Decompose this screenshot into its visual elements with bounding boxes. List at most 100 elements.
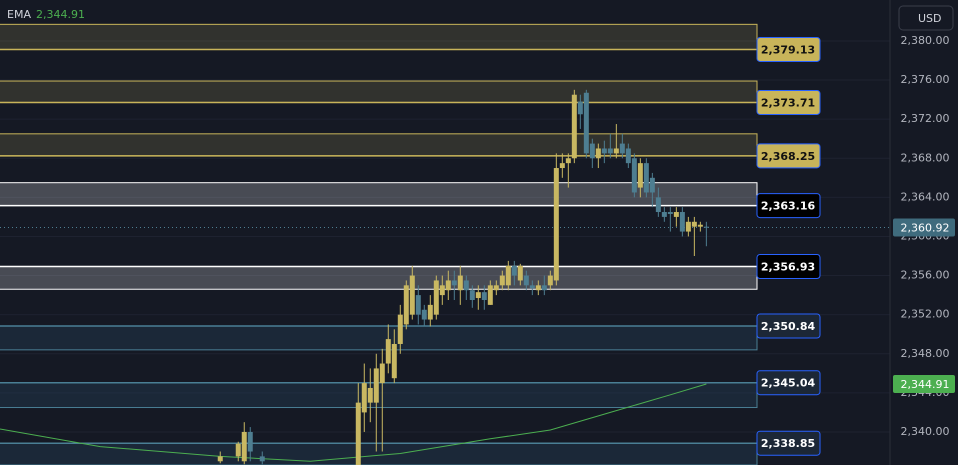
y-tick-label: 2,364.00 [901, 190, 950, 203]
zone-label: 2,350.84 [761, 320, 816, 333]
candle-body [475, 292, 481, 299]
candle-body [607, 148, 613, 154]
candle-body [655, 197, 661, 213]
candle-body [217, 456, 223, 462]
candle-body [373, 368, 379, 403]
legend-name: EMA [7, 8, 31, 21]
y-tick-label: 2,376.00 [901, 73, 950, 86]
candle-body [385, 339, 391, 364]
candle-body [697, 224, 703, 227]
last-price-label: 2,360.92 [901, 221, 950, 234]
zone-label-box [756, 193, 821, 219]
zone [0, 23, 758, 50]
zone-label: 2,363.16 [761, 200, 816, 213]
candle-body [487, 285, 493, 305]
candle-body [367, 387, 373, 403]
zone [0, 442, 758, 465]
candle-body [439, 285, 445, 296]
candle-body [469, 290, 475, 300]
y-tick-label: 2,380.00 [901, 34, 950, 47]
candle-body [625, 148, 631, 164]
candle-body [601, 148, 607, 154]
zone-label: 2,345.04 [761, 377, 816, 390]
candle-body [415, 295, 421, 315]
candle-body [391, 343, 397, 379]
candle-body [493, 285, 499, 291]
y-tick-label: 2,368.00 [901, 151, 950, 164]
candle-body [523, 275, 529, 286]
candle-body [517, 265, 523, 281]
candle-body [247, 431, 253, 452]
zone-label-box [756, 143, 821, 169]
candle-body [703, 226, 709, 228]
ema-badge [893, 374, 955, 393]
candle-body [691, 221, 697, 227]
candle-body [241, 431, 247, 462]
last-price-badge [893, 218, 955, 237]
candle-body [463, 280, 469, 291]
currency-button [898, 5, 954, 31]
zone-label: 2,373.71 [761, 96, 815, 109]
candle-body [505, 265, 511, 286]
candle-body [547, 275, 553, 286]
candle-body [259, 456, 265, 462]
candle-body [637, 163, 643, 188]
candle-body [433, 280, 439, 315]
candle-body [409, 275, 415, 315]
zone [0, 325, 758, 351]
zone [0, 265, 758, 290]
y-tick-label: 2,356.00 [901, 269, 950, 282]
candle-body [679, 212, 685, 232]
candle-body [685, 221, 691, 232]
ema-line [0, 383, 707, 462]
candle-body [361, 383, 367, 413]
candle-body [457, 275, 463, 291]
zone-label: 2,368.25 [761, 150, 815, 163]
zone-label-box [756, 36, 821, 62]
zone-label-box [756, 253, 821, 279]
zone-label-box [756, 370, 821, 396]
candle-body [583, 92, 589, 154]
candle-body [649, 177, 655, 193]
y-tick-label: 2,340.00 [901, 425, 950, 438]
candle-body [529, 285, 535, 289]
candle-body [481, 292, 487, 300]
candle-body [397, 314, 403, 344]
candle-body [589, 143, 595, 159]
zone-label-box [756, 430, 821, 456]
candle-body [403, 285, 409, 325]
candle-body [643, 163, 649, 193]
candle-body [571, 94, 577, 159]
candle-body [613, 148, 619, 154]
zone-label: 2,356.93 [761, 260, 815, 273]
candle-body [673, 212, 679, 217]
legend-value: 2,344.91 [36, 8, 85, 21]
candle-body [355, 402, 361, 465]
candle-body [427, 304, 433, 320]
candle-body [421, 309, 427, 320]
currency-label: USD [918, 12, 942, 25]
zone-label-box [756, 313, 821, 339]
candle-body [445, 280, 451, 291]
zone-label: 2,338.85 [761, 437, 815, 450]
candle-body [667, 212, 673, 214]
zone [0, 182, 758, 207]
y-tick-label: 2,348.00 [901, 347, 950, 360]
candle-body [619, 143, 625, 154]
zone [0, 133, 758, 157]
candle-body [235, 443, 241, 457]
zone-label-box [756, 89, 821, 115]
candle-body [595, 148, 601, 159]
candle-body [631, 158, 637, 193]
candle-body [535, 285, 541, 291]
zone [0, 80, 758, 103]
candle-body [661, 212, 667, 217]
candle-body [451, 280, 457, 286]
candle-body [511, 265, 517, 276]
ema-badge-label: 2,344.91 [901, 378, 950, 391]
zone-label: 2,379.13 [761, 43, 815, 56]
y-tick-label: 2,352.00 [901, 308, 950, 321]
candle-body [379, 363, 385, 384]
